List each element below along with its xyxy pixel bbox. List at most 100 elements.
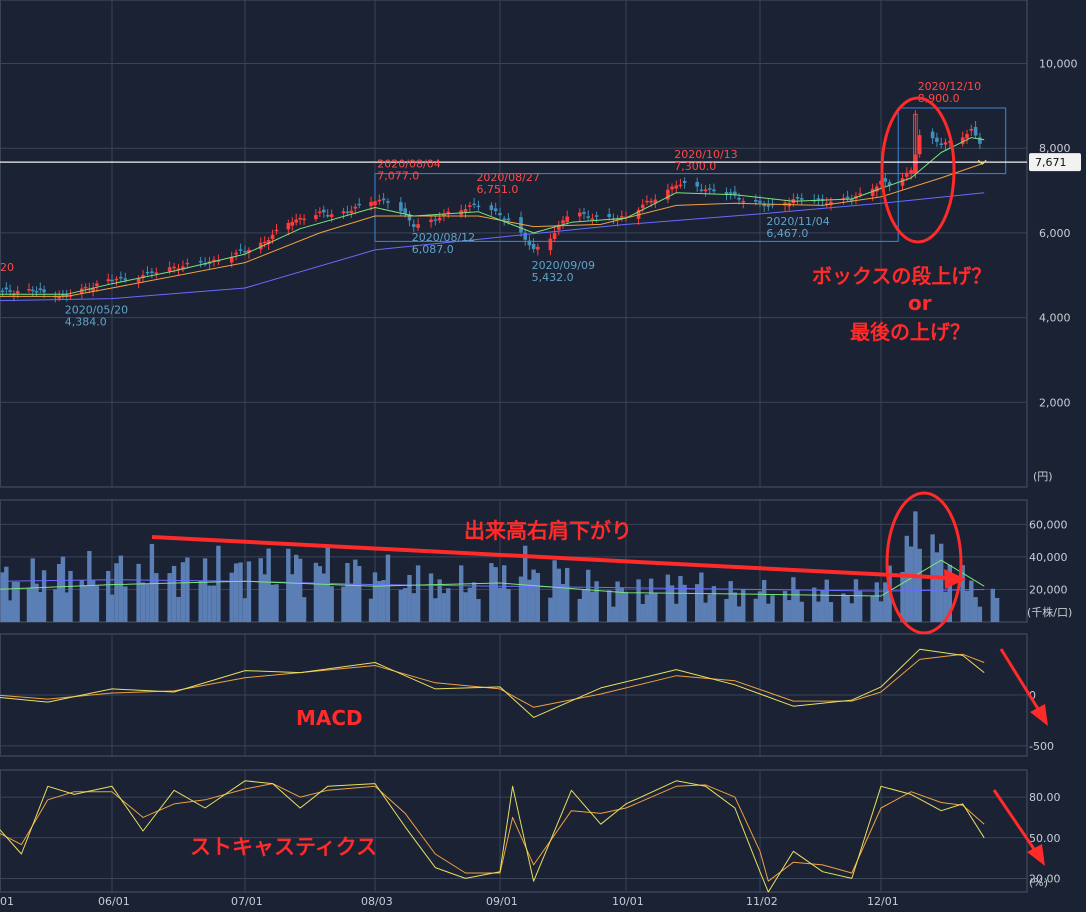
- volume-bar: [109, 594, 115, 622]
- volume-bar: [415, 565, 421, 622]
- volume-bar: [518, 576, 524, 622]
- volume-bar: [53, 589, 58, 622]
- volume-bar: [900, 571, 905, 622]
- candle-body: [762, 203, 766, 207]
- volume-bar: [185, 557, 190, 622]
- volume-bar: [297, 558, 303, 622]
- volume-bar: [552, 560, 557, 622]
- volume-bar: [349, 584, 354, 622]
- candle-body: [274, 229, 279, 232]
- volume-bar: [207, 585, 212, 622]
- panel-frame-stoch: [0, 769, 1028, 893]
- x-tick-6: 12/01: [867, 895, 899, 908]
- volume-bar: [857, 590, 863, 622]
- volume-bar: [476, 599, 481, 622]
- volume-bar: [939, 543, 944, 622]
- volume-bar: [467, 587, 473, 622]
- candle-body: [799, 198, 804, 200]
- candle-body: [960, 137, 965, 144]
- candle-body: [590, 218, 595, 220]
- candle-body: [64, 293, 69, 296]
- x-tick-1: 07/01: [231, 895, 263, 908]
- volume-bar: [994, 597, 1000, 622]
- candle-body: [733, 191, 737, 196]
- candle-body: [286, 222, 291, 230]
- volume-bar: [577, 598, 582, 622]
- volume-bar: [753, 598, 759, 622]
- candle-body: [703, 189, 708, 192]
- left-cut-label: 20: [0, 261, 14, 274]
- volume-bar: [286, 548, 291, 622]
- candle-body: [0, 290, 5, 293]
- annotation-ellipse-price: [880, 96, 956, 244]
- volume-bar: [216, 545, 221, 622]
- volume-bar: [41, 570, 47, 622]
- volume-bar: [497, 587, 503, 622]
- volume-bar: [812, 587, 817, 622]
- candle-body: [636, 209, 641, 219]
- candle-body: [973, 126, 978, 136]
- candle-body: [943, 142, 948, 145]
- candle-body: [15, 290, 20, 294]
- candle-body: [4, 287, 9, 290]
- candle-body: [578, 212, 582, 217]
- candle-body: [506, 218, 511, 221]
- extreme-value-3: 6,751.0: [476, 183, 518, 196]
- volume-bar: [947, 564, 952, 622]
- volume-bar: [502, 565, 507, 622]
- stoch-unit-label: (%): [1029, 876, 1048, 889]
- candle-body: [489, 205, 494, 211]
- macd-y-tick-1: -500: [1029, 740, 1054, 753]
- volume-bar: [964, 590, 970, 622]
- candle-body: [845, 196, 850, 199]
- candle-body: [468, 205, 472, 208]
- candle-body: [106, 279, 111, 282]
- volume-bar: [728, 581, 733, 622]
- volume-bar: [648, 578, 654, 622]
- candle-body: [624, 216, 628, 219]
- candle-body: [27, 289, 31, 291]
- candle-body: [167, 267, 172, 272]
- candle-body: [653, 199, 658, 204]
- candle-body: [176, 268, 181, 270]
- volume-bar: [154, 573, 159, 622]
- volume-bar: [145, 584, 150, 622]
- candles: [0, 110, 982, 303]
- candle-body: [900, 178, 905, 186]
- volume-bar: [38, 592, 43, 622]
- candle-body: [707, 188, 712, 190]
- volume-bar: [198, 581, 203, 622]
- candle-body: [645, 200, 649, 203]
- candle-body: [758, 200, 762, 203]
- candle-body: [270, 234, 275, 240]
- candle-body: [498, 213, 502, 216]
- volume-bar: [489, 563, 494, 622]
- candle-body: [824, 203, 829, 205]
- note-volume-trend: 出来高右肩下がり: [464, 519, 632, 543]
- candle-body: [678, 184, 683, 187]
- volume-bar: [523, 545, 528, 622]
- candle-body: [523, 232, 527, 240]
- extreme-value-2: 6,087.0: [412, 243, 454, 256]
- price-ma-short: [0, 137, 985, 295]
- volume-bars: [0, 511, 1000, 622]
- candle-body: [262, 241, 267, 244]
- annotation-arrow-macd: [999, 648, 1042, 713]
- candle-body: [57, 296, 61, 299]
- stoch-k-line: [0, 780, 985, 893]
- volume-bar: [149, 543, 155, 622]
- candle-body: [83, 286, 88, 289]
- price-ma-mid: [0, 162, 985, 297]
- candle-body: [329, 214, 334, 218]
- candle-body: [325, 215, 330, 217]
- candle-body: [939, 143, 943, 146]
- volume-bar: [623, 591, 629, 622]
- volume-bar: [64, 592, 69, 622]
- candle-body: [341, 211, 346, 214]
- volume-bar: [934, 552, 940, 622]
- candle-body: [294, 219, 299, 223]
- candle-body: [34, 291, 39, 293]
- note-final-rise: 最後の上げ？: [850, 320, 970, 344]
- annotation-ellipse-volume: [885, 491, 963, 635]
- candle-body: [816, 198, 821, 200]
